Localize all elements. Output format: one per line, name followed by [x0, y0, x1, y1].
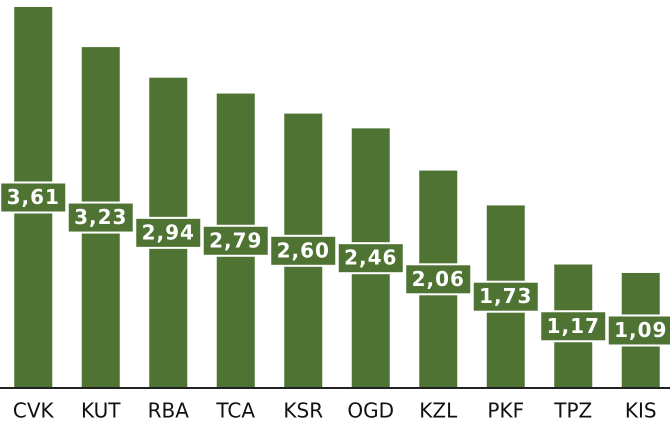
x-tick-label: KSR [283, 399, 323, 423]
value-label-box [201, 224, 270, 257]
x-tick-label: KIS [625, 399, 657, 423]
value-label: 2,46 [344, 246, 397, 270]
value-label-box [269, 234, 338, 267]
value-label: 1,17 [547, 314, 600, 338]
x-tick-label: TPZ [553, 399, 592, 423]
value-label-box [0, 181, 68, 214]
x-tick-label: KUT [81, 399, 121, 423]
value-label: 3,61 [7, 185, 60, 209]
x-tick-label: RBA [148, 399, 190, 423]
value-label-box [606, 314, 670, 347]
value-label: 1,09 [614, 318, 667, 342]
x-tick-label: TCA [215, 399, 255, 423]
value-label: 1,73 [479, 284, 532, 308]
value-label-box [404, 263, 473, 296]
x-tick-label: CVK [13, 399, 55, 423]
value-label-box [471, 280, 540, 313]
value-label: 2,94 [142, 220, 195, 244]
value-label: 3,23 [74, 205, 127, 229]
value-label-box [336, 242, 405, 275]
value-label-box [134, 216, 203, 249]
value-label: 2,06 [412, 267, 465, 291]
value-label-box [539, 310, 608, 343]
value-label-box [66, 201, 135, 234]
x-tick-label: KZL [419, 399, 458, 423]
x-tick-label: OGD [347, 399, 394, 423]
value-label: 2,79 [209, 228, 262, 252]
x-tick-label: PKF [487, 399, 524, 423]
value-label: 2,60 [277, 238, 330, 262]
